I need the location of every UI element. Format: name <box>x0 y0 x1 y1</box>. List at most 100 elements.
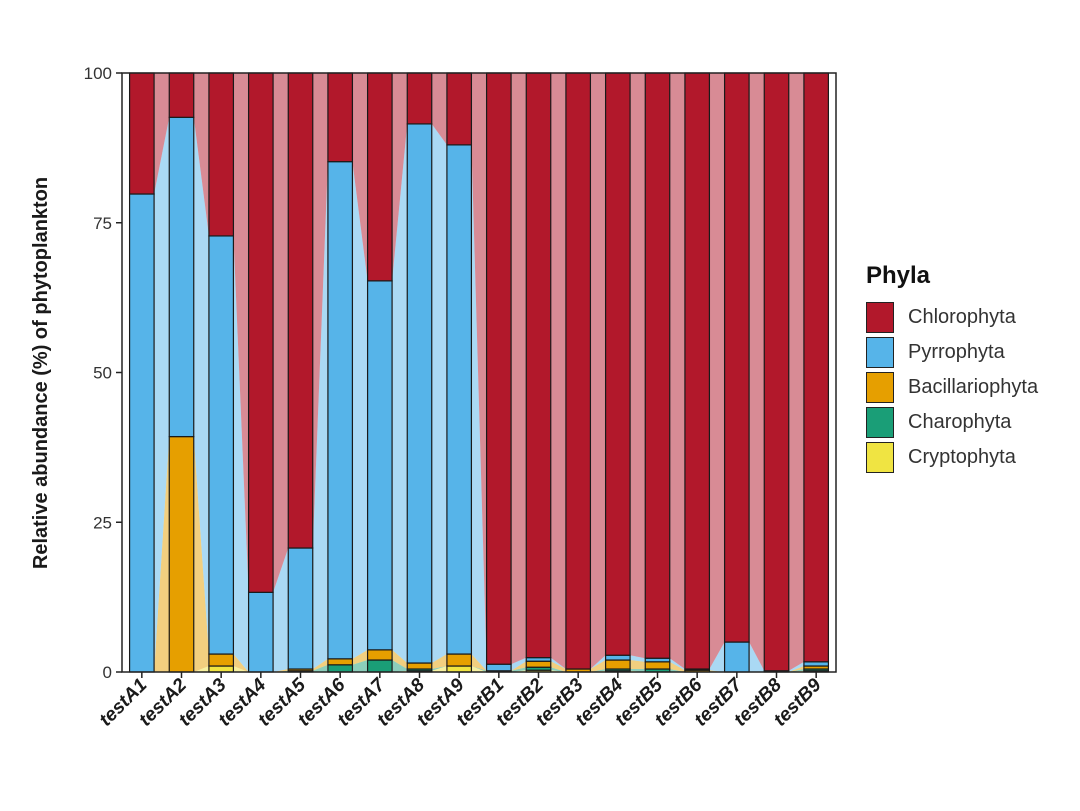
flow-pyrrophyta-testB4 <box>630 655 646 662</box>
bar-chlorophyta-testA4 <box>247 72 274 593</box>
flow-bacillariophyta-testA8 <box>431 654 447 670</box>
flow-bacillariophyta-testB8 <box>788 666 804 672</box>
flow-chlorophyta-testA1 <box>154 73 170 194</box>
flow-chlorophyta-testA3 <box>233 73 249 593</box>
bar-chlorophyta-testA8 <box>406 72 433 125</box>
flow-chlorophyta-testA7 <box>392 73 408 281</box>
flow-pyrrophyta-testB6 <box>709 642 725 672</box>
flow-pyrrophyta-testA1 <box>154 117 170 673</box>
bar-chlorophyta-testB3 <box>565 72 592 670</box>
y-tick-label: 50 <box>93 364 112 383</box>
bar-bacillariophyta-testB4 <box>604 659 631 670</box>
flow-pyrrophyta-testB8 <box>788 661 804 672</box>
legend-swatch <box>866 372 894 403</box>
flow-pyrrophyta-testA9 <box>471 144 487 671</box>
legend-item-pyrrophyta: Pyrrophyta <box>866 335 1038 370</box>
flow-bacillariophyta-testA5 <box>312 658 328 671</box>
flow-cryptophyta-testA8 <box>431 666 447 672</box>
y-tick-label: 0 <box>103 663 112 682</box>
bar-pyrrophyta-testB4 <box>604 654 631 661</box>
bar-chlorophyta-testB8 <box>763 72 790 672</box>
flow-bacillariophyta-testB4 <box>630 660 646 670</box>
flow-chlorophyta-testB3 <box>590 73 606 670</box>
bar-chlorophyta-testB5 <box>644 72 671 659</box>
legend-title: Phyla <box>866 262 931 289</box>
bar-cryptophyta-testA3 <box>208 665 235 673</box>
flow-pyrrophyta-testA3 <box>233 235 249 673</box>
legend-item-cryptophyta: Cryptophyta <box>866 440 1038 475</box>
flow-chlorophyta-testA8 <box>431 73 447 145</box>
flow-pyrrophyta-testA8 <box>431 123 447 664</box>
flow-bacillariophyta-testB3 <box>590 660 606 672</box>
flow-pyrrophyta-testB5 <box>669 658 685 671</box>
legend-swatch <box>866 442 894 473</box>
flow-charophyta-testB8 <box>788 669 804 672</box>
bar-pyrrophyta-testB7 <box>723 641 750 673</box>
bar-pyrrophyta-testB1 <box>485 663 512 672</box>
legend-label: Charophyta <box>908 411 1012 433</box>
flow-charophyta-testA5 <box>312 664 328 672</box>
flow-charophyta-testA6 <box>352 660 368 672</box>
flow-bacillariophyta-testB2 <box>550 661 566 672</box>
flow-bacillariophyta-testA2 <box>193 436 209 672</box>
flow-bacillariophyta-testA4 <box>273 669 289 672</box>
flow-chlorophyta-testB6 <box>709 73 725 670</box>
bar-chlorophyta-testB2 <box>525 72 552 659</box>
bar-pyrrophyta-testA1 <box>128 193 155 673</box>
legend-label: Chlorophyta <box>908 306 1016 328</box>
legend-item-chlorophyta: Chlorophyta <box>866 300 1038 335</box>
flow-chlorophyta-testB8 <box>788 73 804 671</box>
bar-chlorophyta-testA5 <box>287 72 314 549</box>
flow-pyrrophyta-testA7 <box>392 123 408 664</box>
flow-pyrrophyta-testA2 <box>193 117 209 655</box>
flow-chlorophyta-testA5 <box>312 73 328 549</box>
bar-chlorophyta-testB1 <box>485 72 512 665</box>
legend-items: Chlorophyta Pyrrophyta Bacillariophyta Char… <box>866 300 1038 475</box>
flow-chlorophyta-testA6 <box>352 73 368 281</box>
bar-bacillariophyta-testB2 <box>525 660 552 668</box>
y-tick-label: 75 <box>93 214 112 233</box>
flow-cryptophyta-testA2 <box>193 666 209 672</box>
flow-charophyta-testA9 <box>471 666 487 672</box>
flow-charophyta-testB2 <box>550 667 566 672</box>
flow-pyrrophyta-testA4 <box>273 548 289 672</box>
bar-bacillariophyta-testA8 <box>406 662 433 670</box>
bar-pyrrophyta-testA7 <box>366 280 393 651</box>
bar-pyrrophyta-testB9 <box>803 661 830 667</box>
y-axis: 0 25 50 75 100 <box>84 64 122 682</box>
flow-chlorophyta-testB7 <box>749 73 765 671</box>
flow-chlorophyta-testB4 <box>630 73 646 659</box>
bar-chlorophyta-testA9 <box>446 72 473 146</box>
flow-bacillariophyta-testA6 <box>352 649 368 665</box>
bar-chlorophyta-testA3 <box>208 72 235 237</box>
flow-chlorophyta-testA2 <box>193 73 209 236</box>
bar-bacillariophyta-testB5 <box>644 661 671 670</box>
flow-pyrrophyta-testA5 <box>312 161 328 670</box>
y-axis-title: Relative abundance (%) of phytoplankton <box>30 177 52 569</box>
bar-charophyta-testA7 <box>366 659 393 673</box>
flow-chlorophyta-testA4 <box>273 73 289 593</box>
legend-label: Bacillariophyta <box>908 376 1039 398</box>
bar-pyrrophyta-testA5 <box>287 547 314 670</box>
flow-chlorophyta-testB2 <box>550 73 566 670</box>
bar-pyrrophyta-testA8 <box>406 123 433 664</box>
bar-chlorophyta-testB7 <box>723 72 750 643</box>
bar-bacillariophyta-testA7 <box>366 649 393 661</box>
bar-chlorophyta-testA6 <box>327 72 354 163</box>
flow-charophyta-testB1 <box>511 667 527 672</box>
x-axis: testA1testA2testA3testA4testA5testA6test… <box>95 672 826 731</box>
y-tick-label: 100 <box>84 64 112 83</box>
flow-bacillariophyta-testB5 <box>669 661 685 672</box>
flow-bacillariophyta-testA7 <box>392 649 408 670</box>
flow-chlorophyta-testB1 <box>511 73 527 665</box>
flow-pyrrophyta-testB1 <box>511 657 527 671</box>
legend-item-bacillariophyta: Bacillariophyta <box>866 370 1038 405</box>
flow-charophyta-testA7 <box>392 660 408 672</box>
alluvial-flows <box>154 73 804 673</box>
flow-pyrrophyta-testB7 <box>749 642 765 672</box>
bar-bacillariophyta-testA3 <box>208 653 235 667</box>
legend-label: Cryptophyta <box>908 446 1016 468</box>
flow-pyrrophyta-testB2 <box>550 657 566 670</box>
flow-chlorophyta-testA9 <box>471 73 487 665</box>
bar-chlorophyta-testB6 <box>684 72 711 670</box>
